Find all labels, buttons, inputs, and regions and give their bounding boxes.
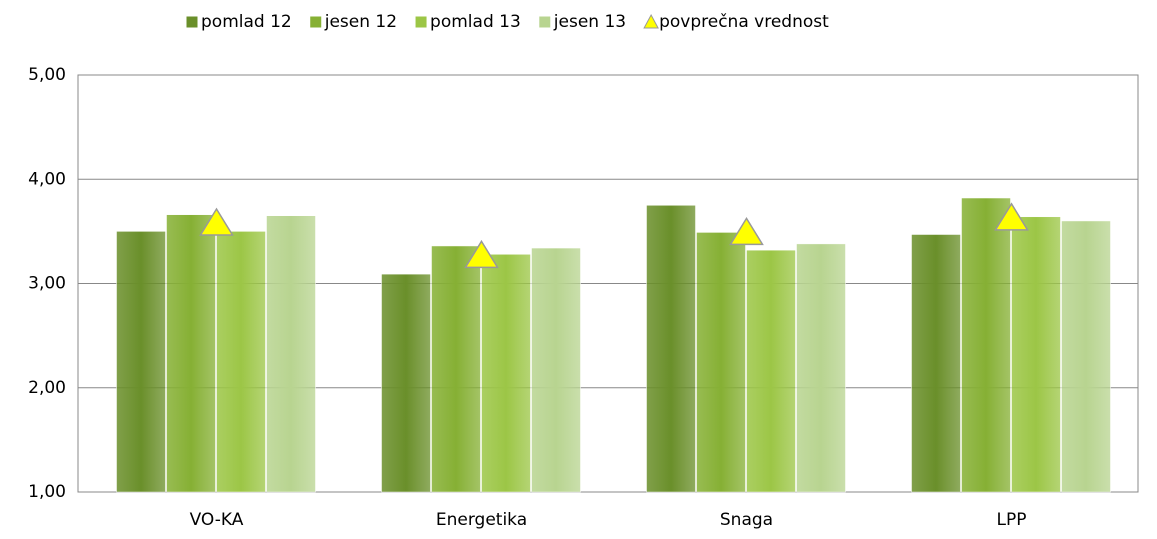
bar <box>796 243 846 493</box>
y-tick-label: 4,00 <box>28 169 66 189</box>
average-marker <box>464 239 499 269</box>
x-tick-label: Snaga <box>720 510 773 530</box>
legend-swatch <box>414 15 428 29</box>
legend-label: povprečna vrednost <box>659 12 829 32</box>
bar <box>381 273 431 493</box>
legend-label: jesen 13 <box>553 12 626 32</box>
average-marker <box>994 202 1029 231</box>
y-tick-label: 5,00 <box>28 65 66 85</box>
bar <box>911 234 961 493</box>
legend-label: jesen 12 <box>324 12 397 32</box>
bar <box>116 231 166 493</box>
y-tick-label: 1,00 <box>28 482 66 502</box>
legend-label: pomlad 13 <box>430 12 521 32</box>
legend-label: pomlad 12 <box>201 12 292 32</box>
bar <box>1061 220 1111 493</box>
legend-swatch <box>185 15 199 29</box>
legend-swatch <box>309 15 323 29</box>
y-tick-label: 3,00 <box>28 274 66 294</box>
bar <box>746 249 796 493</box>
average-marker <box>199 207 234 236</box>
average-marker <box>729 216 764 246</box>
legend-marker <box>643 13 659 29</box>
bar <box>696 232 746 493</box>
bar <box>431 245 481 493</box>
bar <box>646 205 696 493</box>
x-tick-label: LPP <box>997 510 1027 530</box>
bar <box>1011 216 1061 493</box>
legend-swatch <box>538 15 552 29</box>
bar <box>266 215 316 493</box>
bar <box>166 214 216 493</box>
y-tick-label: 2,00 <box>28 378 66 398</box>
x-tick-label: Energetika <box>436 510 527 530</box>
bar <box>531 247 581 493</box>
bar <box>216 231 266 493</box>
x-tick-label: VO-KA <box>190 510 244 530</box>
bar <box>961 197 1011 493</box>
bar <box>481 254 531 493</box>
